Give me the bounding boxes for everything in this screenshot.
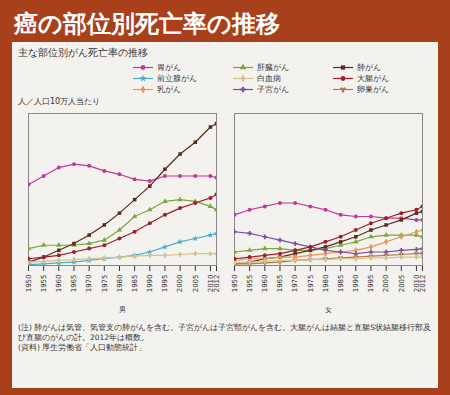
html-text:主な部位別がん死亡率の推移: 主な部位別がん死亡率の推移	[18, 47, 148, 58]
svg-text:1975: 1975	[101, 275, 109, 293]
svg-text:1980: 1980	[116, 275, 124, 293]
svg-text:2010: 2010	[412, 274, 421, 293]
svg-text:2005: 2005	[398, 275, 406, 293]
svg-text:1970: 1970	[291, 275, 299, 293]
svg-text:1995: 1995	[161, 275, 169, 293]
html-text:乳がん: 乳がん	[157, 85, 181, 94]
svg-text:2000: 2000	[176, 275, 184, 293]
svg-text:1965: 1965	[276, 275, 284, 293]
html-text:(資料) 厚生労働省「人口動態統計」: (資料) 厚生労働省「人口動態統計」	[18, 343, 147, 352]
svg-text:1955: 1955	[40, 275, 48, 293]
svg-text:2012: 2012	[213, 275, 221, 293]
svg-text:1950: 1950	[25, 275, 33, 293]
html-text:肺がん: 肺がん	[357, 63, 381, 72]
svg-text:1985: 1985	[337, 275, 345, 293]
svg-text:1970: 1970	[85, 275, 93, 293]
html-text:大腸がん: 大腸がん	[357, 74, 389, 83]
svg-text:1955: 1955	[246, 275, 254, 293]
svg-text:男: 男	[119, 306, 126, 314]
svg-text:2005: 2005	[192, 275, 200, 293]
svg-text:1965: 1965	[70, 275, 78, 293]
html-text:人／人口10万人当たり: 人／人口10万人当たり	[18, 97, 101, 106]
html-text:肝臓がん: 肝臓がん	[257, 63, 289, 72]
svg-text:1995: 1995	[367, 275, 375, 293]
svg-text:1990: 1990	[146, 275, 154, 293]
svg-text:女: 女	[325, 306, 332, 314]
svg-text:2010: 2010	[206, 274, 215, 293]
svg-text:1975: 1975	[307, 275, 315, 293]
svg-text:1990: 1990	[352, 275, 360, 293]
svg-text:1980: 1980	[322, 275, 330, 293]
svg-text:1960: 1960	[261, 275, 269, 293]
html-text:前立腺がん: 前立腺がん	[157, 74, 197, 83]
html-text:(注) 肺がんは気管、気管支の肺がんを含む。子宮がんは子宮頸: (注) 肺がんは気管、気管支の肺がんを含む。子宮がんは子宮頸がんを含む。大腸がん…	[18, 323, 431, 342]
svg-text:2012: 2012	[419, 275, 427, 293]
svg-text:2000: 2000	[382, 275, 390, 293]
svg-text:1985: 1985	[131, 275, 139, 293]
html-text:胃がん: 胃がん	[157, 63, 181, 72]
html-text:癌の部位別死亡率の推移: 癌の部位別死亡率の推移	[14, 10, 280, 38]
html-text:子宮がん: 子宮がん	[257, 85, 289, 94]
html-text:白血病: 白血病	[257, 74, 281, 83]
svg-text:1950: 1950	[231, 275, 239, 293]
html-text:卵巣がん: 卵巣がん	[357, 85, 389, 94]
svg-text:1960: 1960	[55, 275, 63, 293]
